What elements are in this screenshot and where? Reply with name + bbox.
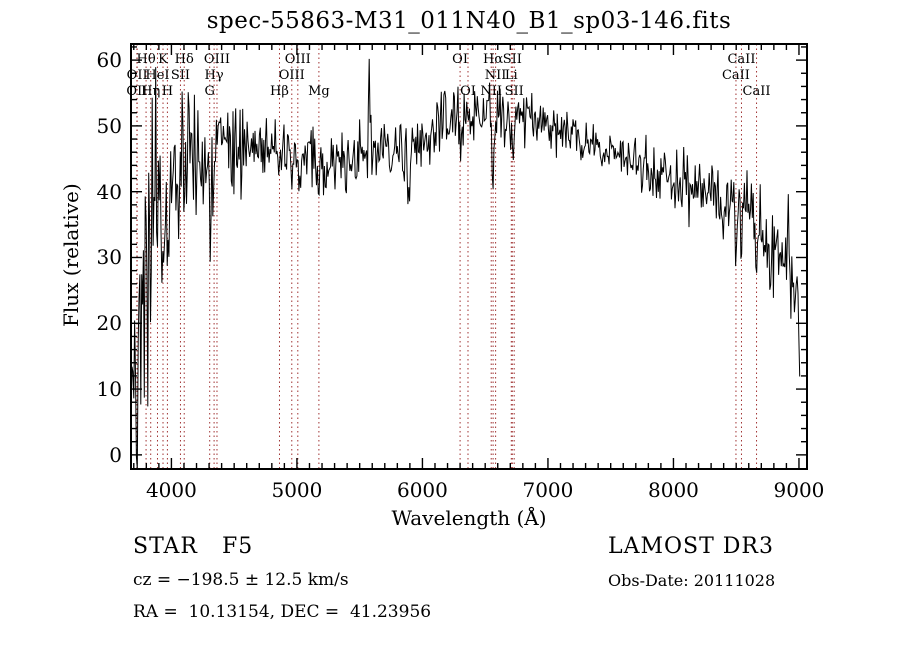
line-label: NII bbox=[484, 68, 507, 83]
line-label: CaII bbox=[721, 68, 750, 83]
line-label: Hγ bbox=[204, 68, 224, 83]
survey-text: LAMOST DR3 bbox=[608, 534, 774, 559]
ra-dec-text: RA = 10.13154, DEC = 41.23956 bbox=[133, 602, 432, 622]
spectrum-trace bbox=[130, 58, 801, 469]
plot-frame bbox=[130, 43, 808, 470]
x-tick-label: 9000 bbox=[773, 478, 825, 502]
x-tick-label: 6000 bbox=[396, 478, 448, 502]
y-tick-label: 60 bbox=[96, 48, 122, 73]
x-tick-label: 5000 bbox=[271, 478, 323, 502]
y-tick-label: 20 bbox=[96, 311, 122, 336]
line-label: CaII bbox=[727, 52, 756, 67]
x-tick-label: 8000 bbox=[648, 478, 699, 502]
line-label: OIII bbox=[284, 52, 311, 67]
line-label: HeI bbox=[145, 68, 170, 83]
line-label: Hδ bbox=[174, 52, 194, 67]
cz-text: cz = −198.5 ± 12.5 km/s bbox=[133, 570, 349, 590]
line-label: Li bbox=[504, 68, 518, 83]
line-label: H bbox=[161, 84, 174, 99]
line-label: NII bbox=[480, 84, 503, 99]
x-axis-label: Wavelength (Å) bbox=[391, 506, 547, 530]
plot-area: Hθ K Hδ OIII OIII OI Hα SII CaII OII HeI SII Hγ OIII N… bbox=[126, 43, 808, 470]
y-tick-label: 40 bbox=[96, 179, 122, 204]
line-label: OIII bbox=[203, 52, 231, 67]
y-tick-label: 30 bbox=[96, 245, 122, 270]
figure-title: spec-55863-M31_011N40_B1_sp03-146.fits bbox=[206, 8, 732, 34]
line-label: G bbox=[204, 84, 215, 99]
line-label: OII bbox=[126, 68, 148, 83]
y-tick-label: 10 bbox=[96, 377, 122, 402]
x-tick-label: 7000 bbox=[522, 478, 574, 502]
line-label: OI bbox=[460, 84, 476, 99]
y-tick-label: 0 bbox=[109, 442, 122, 467]
obs-date-text: Obs-Date: 20111028 bbox=[608, 571, 776, 590]
line-label: K bbox=[158, 52, 168, 67]
line-label: CaII bbox=[742, 84, 771, 99]
line-label: Hη bbox=[141, 84, 161, 99]
line-label: SII bbox=[502, 52, 522, 67]
spectrum-plot-svg bbox=[130, 43, 808, 470]
line-label: Mg bbox=[308, 84, 330, 99]
x-tick-label: 4000 bbox=[145, 478, 197, 502]
line-label: Hβ bbox=[270, 84, 289, 99]
line-label: OII bbox=[126, 84, 148, 99]
y-tick-label: 50 bbox=[96, 113, 122, 138]
line-label: Hα bbox=[483, 52, 504, 67]
line-label: OI bbox=[452, 52, 468, 67]
line-label: Hθ bbox=[136, 52, 156, 67]
line-label: OIII bbox=[278, 68, 305, 83]
classification-text: STAR F5 bbox=[133, 534, 254, 559]
line-label: SII bbox=[170, 68, 191, 83]
line-label: SII bbox=[504, 84, 524, 99]
